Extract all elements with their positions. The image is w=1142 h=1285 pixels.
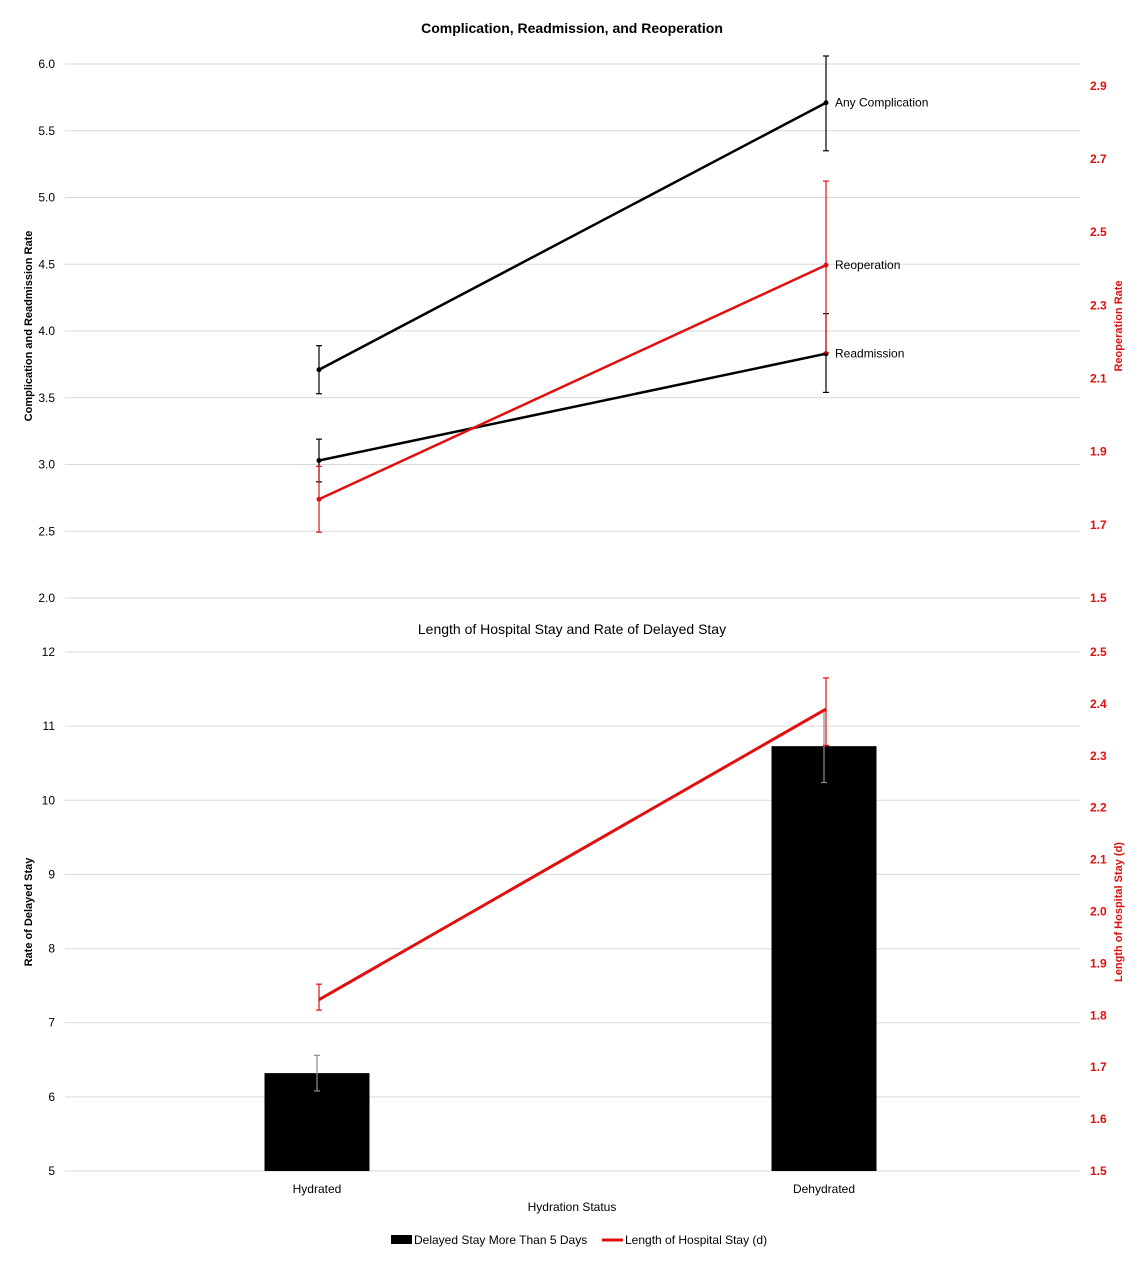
top-left-tick-label: 2.5: [38, 524, 55, 538]
bottom-left-tick-label: 6: [48, 1090, 55, 1104]
top-left-tick-label: 5.0: [38, 191, 55, 205]
series-line: [318, 352, 827, 462]
bottom-left-tick-label: 5: [48, 1164, 55, 1178]
legend-label-length-of-stay: Length of Hospital Stay (d): [625, 1233, 767, 1247]
top-right-tick-label: 2.7: [1090, 152, 1107, 166]
series-label: Reoperation: [835, 258, 900, 272]
bottom-right-tick-label: 1.7: [1090, 1060, 1107, 1074]
bottom-left-tick-label: 7: [48, 1016, 55, 1030]
bar: [771, 746, 877, 1171]
bottom-right-tick-label: 2.0: [1090, 905, 1107, 919]
bottom-right-tick-label: 1.8: [1090, 1008, 1107, 1022]
bottom-left-tick-label: 11: [43, 719, 56, 733]
data-point: [823, 100, 829, 106]
bottom-right-tick-label: 1.5: [1090, 1164, 1107, 1178]
bottom-right-tick-label: 1.6: [1090, 1112, 1107, 1126]
bottom-right-tick-label: 2.1: [1090, 853, 1107, 867]
top-chart-series: Any Complication Readmission Reoperation: [316, 55, 928, 533]
top-right-tick-label: 2.5: [1090, 225, 1107, 239]
top-right-tick-label: 1.9: [1090, 445, 1107, 459]
bottom-chart-grid: [65, 651, 1080, 1172]
series-line: [318, 707, 827, 1002]
top-left-tick-label: 4.5: [38, 257, 55, 271]
top-chart-grid: [65, 63, 1080, 599]
series-length-of-hospital-stay-d: [316, 677, 829, 1011]
top-left-tick-label: 6.0: [38, 57, 55, 71]
bottom-right-tick-label: 1.9: [1090, 956, 1107, 970]
top-left-tick-label: 5.5: [38, 124, 55, 138]
bottom-left-tick-label: 8: [48, 942, 55, 956]
top-left-tick-label: 4.0: [38, 324, 55, 338]
bottom-right-tick-label: 2.3: [1090, 749, 1107, 763]
top-right-axis-label: Reoperation Rate: [1113, 280, 1125, 371]
data-point: [823, 262, 829, 268]
x-axis-title: Hydration Status: [528, 1200, 617, 1214]
data-point: [316, 457, 322, 463]
legend: Delayed Stay More Than 5 Days Length of …: [391, 1233, 767, 1247]
category-label-hydrated: Hydrated: [293, 1182, 342, 1196]
bottom-right-tick-label: 2.4: [1090, 697, 1107, 711]
legend-label-delayed-stay: Delayed Stay More Than 5 Days: [414, 1233, 587, 1247]
top-right-tick-label: 2.1: [1090, 372, 1107, 386]
series-readmission: Readmission: [316, 313, 904, 483]
top-chart-ticks: 2.0 2.5 3.0 3.5 4.0 4.5 5.0 5.5 6.0 1.5 1.7 1.9 2.1 2…: [38, 57, 1107, 605]
top-chart-title: Complication, Readmission, and Reoperati…: [421, 20, 723, 36]
data-point: [316, 367, 322, 373]
top-right-tick-label: 2.9: [1090, 79, 1107, 93]
bottom-left-tick-label: 9: [48, 867, 55, 881]
category-label-dehydrated: Dehydrated: [793, 1182, 855, 1196]
series-line: [318, 101, 827, 371]
series-label: Readmission: [835, 347, 904, 361]
bottom-chart-ticks: 5 6 7 8 9 10 11 12 1.5 1.6 1.7 1.8 1.9 2.0 2.1 2.2 2.3 2.…: [42, 645, 1107, 1196]
bottom-left-tick-label: 10: [42, 793, 56, 807]
top-right-tick-label: 1.7: [1090, 518, 1107, 532]
top-left-axis-label: Complication and Readmission Rate: [23, 231, 35, 422]
top-right-tick-label: 2.3: [1090, 298, 1107, 312]
top-left-tick-label: 2.0: [38, 591, 55, 605]
bottom-right-axis-label: Length of Hospital Stay (d): [1113, 842, 1125, 982]
bottom-right-tick-label: 2.5: [1090, 645, 1107, 659]
top-left-tick-label: 3.0: [38, 458, 55, 472]
legend-swatch-delayed-stay: [391, 1235, 412, 1244]
series-line: [318, 264, 827, 501]
top-right-tick-label: 1.5: [1090, 591, 1107, 605]
top-left-tick-label: 3.5: [38, 391, 55, 405]
bottom-chart-title: Length of Hospital Stay and Rate of Dela…: [418, 621, 726, 637]
bottom-left-axis-label: Rate of Delayed Stay: [23, 857, 35, 967]
data-point: [316, 496, 322, 502]
series-any-complication: Any Complication: [316, 55, 928, 395]
series-label: Any Complication: [835, 96, 928, 110]
bottom-chart-series: [264, 677, 877, 1171]
series-delayed-stay-more-than-5-days: [264, 709, 877, 1171]
bottom-right-tick-label: 2.2: [1090, 801, 1107, 815]
series-reoperation: Reoperation: [316, 180, 900, 533]
bottom-left-tick-label: 12: [42, 645, 56, 659]
